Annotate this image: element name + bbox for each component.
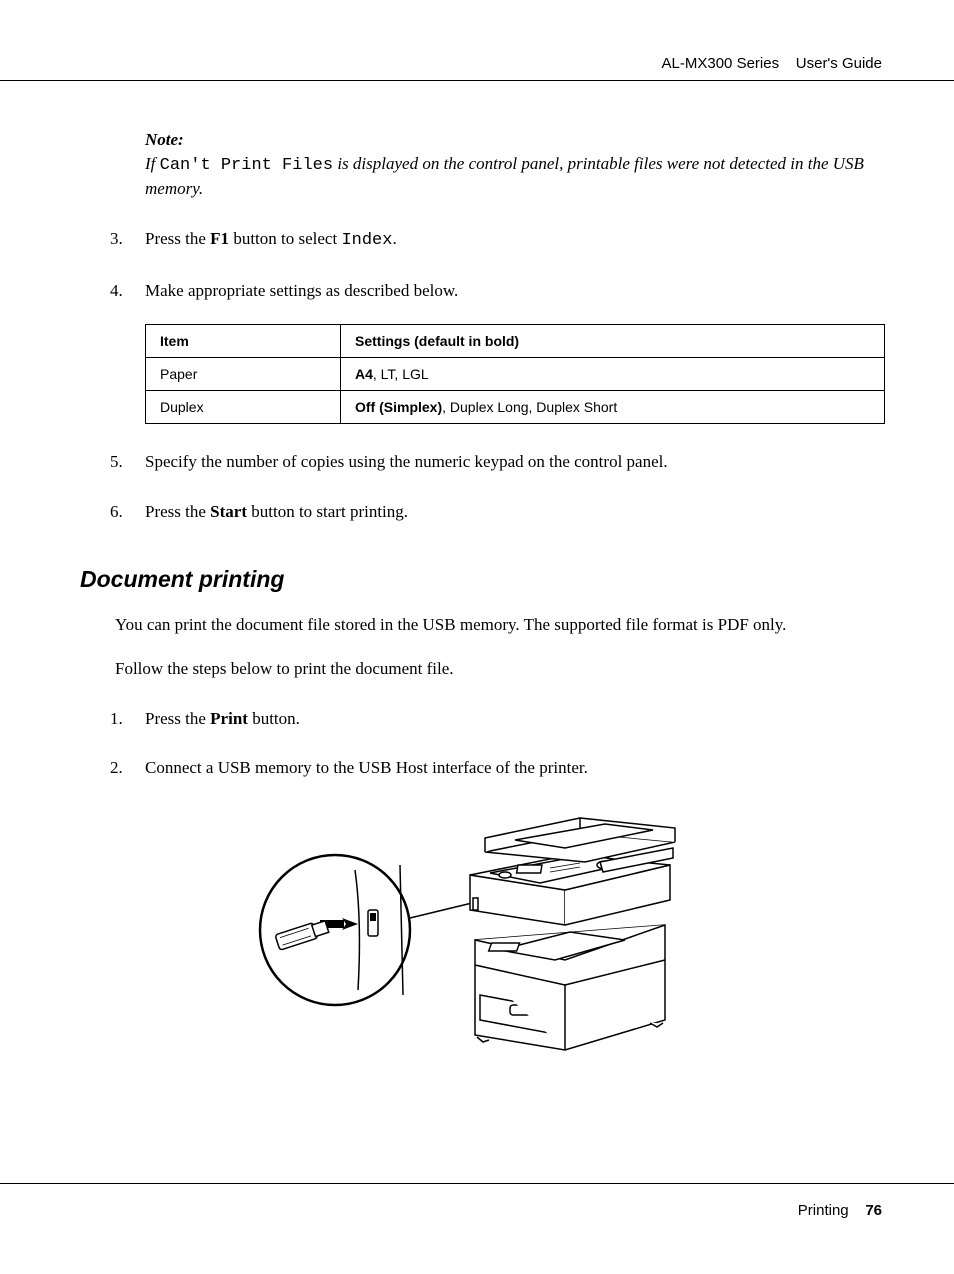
step-text: Make appropriate settings as described b… <box>145 279 882 303</box>
footer-section: Printing <box>798 1202 849 1219</box>
page-footer: Printing 76 <box>798 1202 882 1219</box>
step-num: 2. <box>110 756 145 780</box>
printer-illustration <box>250 800 882 1065</box>
step-num: 3. <box>110 227 145 253</box>
step-num: 6. <box>110 500 145 524</box>
table-cell: Paper <box>146 358 341 391</box>
table-header-row: Item Settings (default in bold) <box>146 325 885 358</box>
page-header: AL-MX300 Series User's Guide <box>662 55 882 72</box>
step-text: Press the Print button. <box>145 707 882 731</box>
step-text: Press the F1 button to select Index. <box>145 227 882 253</box>
step-2: 2. Connect a USB memory to the USB Host … <box>110 756 882 780</box>
step-6: 6. Press the Start button to start print… <box>110 500 882 524</box>
section-para: Follow the steps below to print the docu… <box>115 657 882 681</box>
table-row: Duplex Off (Simplex), Duplex Long, Duple… <box>146 391 885 424</box>
settings-table: Item Settings (default in bold) Paper A4… <box>145 324 885 424</box>
step-text: Connect a USB memory to the USB Host int… <box>145 756 882 780</box>
step-num: 1. <box>110 707 145 731</box>
table-cell: Off (Simplex), Duplex Long, Duplex Short <box>341 391 885 424</box>
step-4: 4. Make appropriate settings as describe… <box>110 279 882 303</box>
note-label: Note: <box>145 130 882 150</box>
table-header: Settings (default in bold) <box>341 325 885 358</box>
footer-rule <box>0 1183 954 1184</box>
header-rule <box>0 80 954 81</box>
step-1: 1. Press the Print button. <box>110 707 882 731</box>
table-header: Item <box>146 325 341 358</box>
table-cell: Duplex <box>146 391 341 424</box>
step-5: 5. Specify the number of copies using th… <box>110 450 882 474</box>
note-code: Can't Print Files <box>160 156 333 175</box>
printer-icon <box>250 800 710 1060</box>
product-name: AL-MX300 Series <box>662 55 780 72</box>
page-number: 76 <box>865 1202 882 1219</box>
step-text: Specify the number of copies using the n… <box>145 450 882 474</box>
section-heading: Document printing <box>80 566 882 593</box>
note-body: If Can't Print Files is displayed on the… <box>145 153 882 201</box>
step-num: 5. <box>110 450 145 474</box>
page-content: Note: If Can't Print Files is displayed … <box>110 130 882 1065</box>
table-cell: A4, LT, LGL <box>341 358 885 391</box>
table-row: Paper A4, LT, LGL <box>146 358 885 391</box>
section-para: You can print the document file stored i… <box>115 613 882 637</box>
doc-title: User's Guide <box>796 55 882 72</box>
step-text: Press the Start button to start printing… <box>145 500 882 524</box>
step-num: 4. <box>110 279 145 303</box>
step-3: 3. Press the F1 button to select Index. <box>110 227 882 253</box>
